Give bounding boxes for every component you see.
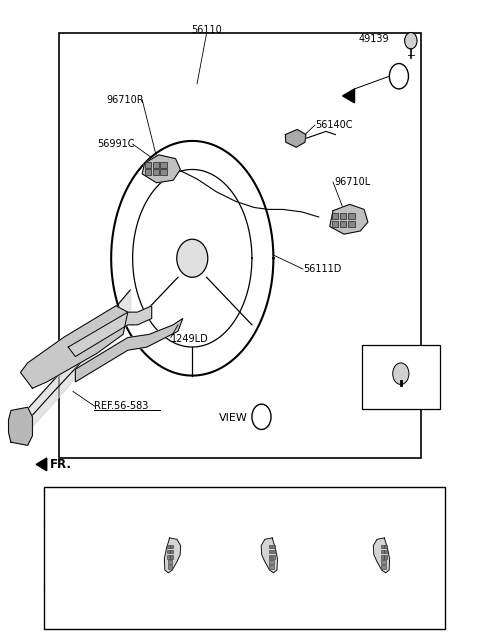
Text: 96710L: 96710L — [150, 498, 189, 508]
Text: 96710L: 96710L — [335, 177, 371, 187]
Ellipse shape — [177, 240, 208, 277]
Bar — [167, 550, 169, 554]
Bar — [59, 33, 421, 458]
Text: A: A — [396, 72, 402, 81]
Bar — [145, 162, 151, 168]
Bar — [381, 550, 384, 554]
Bar — [145, 169, 151, 175]
Bar — [381, 545, 384, 548]
Bar — [382, 561, 386, 564]
Polygon shape — [164, 538, 180, 573]
Bar — [170, 550, 173, 554]
Text: 96720-3V140: 96720-3V140 — [354, 606, 415, 615]
Bar — [340, 213, 347, 219]
Bar — [170, 555, 173, 559]
Text: 56140C: 56140C — [315, 120, 353, 130]
Bar — [269, 561, 274, 564]
Bar — [160, 169, 167, 175]
Bar — [332, 213, 338, 219]
Text: VIEW: VIEW — [218, 413, 247, 423]
Text: 1249LD: 1249LD — [171, 334, 208, 344]
Polygon shape — [21, 306, 128, 389]
Bar — [167, 545, 169, 548]
Text: X54332: X54332 — [384, 352, 418, 361]
Text: A: A — [258, 412, 264, 421]
Text: 96710R: 96710R — [107, 95, 144, 104]
Circle shape — [405, 32, 417, 49]
Bar — [362, 345, 441, 408]
Text: FR.: FR. — [50, 458, 72, 471]
Bar — [269, 545, 271, 548]
Bar — [168, 566, 172, 569]
Text: REF.56-583: REF.56-583 — [95, 401, 149, 411]
Text: ILLUST: ILLUST — [64, 550, 98, 561]
Polygon shape — [343, 89, 355, 103]
Polygon shape — [330, 204, 368, 234]
Bar — [269, 566, 274, 569]
Bar — [384, 555, 387, 559]
Polygon shape — [285, 129, 306, 147]
Polygon shape — [261, 538, 277, 573]
Circle shape — [393, 363, 409, 385]
Text: 96710R: 96710R — [313, 498, 353, 508]
Bar — [168, 561, 172, 564]
Bar — [272, 550, 275, 554]
Text: 56110: 56110 — [191, 25, 222, 35]
Bar — [269, 555, 271, 559]
Polygon shape — [142, 155, 180, 183]
Bar — [348, 222, 355, 227]
Text: 56991C: 56991C — [97, 139, 134, 149]
Bar — [153, 162, 159, 168]
Bar — [44, 487, 445, 629]
Bar — [348, 213, 355, 219]
Text: 96720-3V100: 96720-3V100 — [242, 606, 303, 615]
Bar — [384, 550, 387, 554]
Bar — [269, 550, 271, 554]
Bar — [153, 169, 159, 175]
Bar — [332, 222, 338, 227]
Polygon shape — [68, 306, 152, 357]
Text: 96720-3V000: 96720-3V000 — [139, 606, 200, 615]
Bar — [167, 555, 169, 559]
Circle shape — [389, 64, 408, 89]
Polygon shape — [75, 318, 183, 382]
Text: PNC: PNC — [71, 498, 92, 508]
Bar — [272, 555, 275, 559]
Circle shape — [252, 404, 271, 429]
Bar — [160, 162, 167, 168]
Bar — [384, 545, 387, 548]
Bar — [272, 545, 275, 548]
Polygon shape — [9, 407, 33, 445]
Polygon shape — [36, 458, 47, 471]
Bar — [170, 545, 173, 548]
Text: P/NO: P/NO — [69, 605, 94, 615]
Polygon shape — [373, 538, 390, 573]
Bar — [381, 555, 384, 559]
Bar — [382, 566, 386, 569]
Text: 56111D: 56111D — [303, 264, 342, 274]
Bar — [340, 222, 347, 227]
Text: 49139: 49139 — [358, 34, 389, 45]
